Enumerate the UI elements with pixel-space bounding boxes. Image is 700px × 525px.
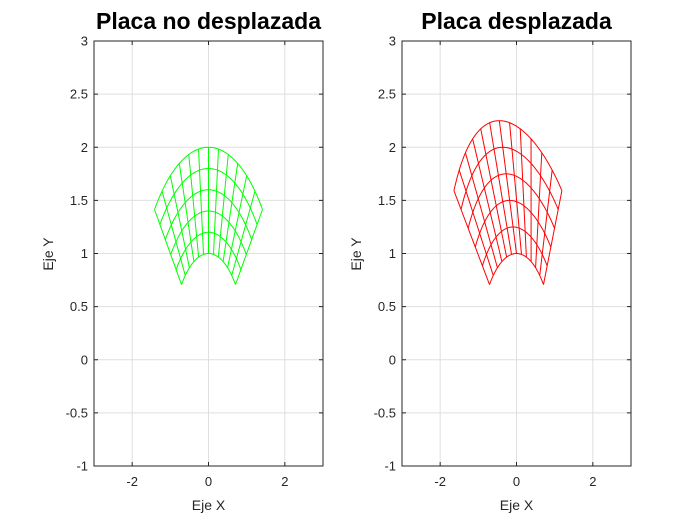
chart-title-left: Placa no desplazada: [96, 8, 321, 34]
x-axis-label-right: Eje X: [500, 497, 534, 513]
mesh-radial: [212, 149, 219, 255]
mesh-radial: [489, 122, 513, 255]
mesh-radial: [498, 120, 517, 254]
chart-title-right: Placa desplazada: [421, 8, 612, 34]
x-tick-label: -2: [434, 474, 446, 489]
mesh-radial: [535, 152, 543, 268]
mesh-radial: [509, 122, 522, 255]
subplot-right: -1 -0.5 0 0.5 1 1.5 2 2.5 3 -2 0 2 Placa desplazada…: [348, 8, 632, 513]
mesh-radial: [188, 154, 200, 258]
mesh-radial: [480, 128, 508, 258]
mesh-radial: [231, 191, 256, 276]
mesh-radial: [519, 128, 527, 258]
x-tick-label: 2: [281, 474, 288, 489]
y-tick-label: 3: [389, 34, 396, 49]
x-tick-label: 0: [513, 474, 520, 489]
y-tick-label: -0.5: [66, 405, 88, 420]
subplot-left: -1 -0.5 0 0.5 1 1.5 2 2.5 3 -2 0 2 Placa no desplaz…: [40, 8, 324, 513]
y-axis-label-left: Eje Y: [40, 237, 56, 271]
ticks-left: -1 -0.5 0 0.5 1 1.5 2 2.5 3 -2 0 2: [66, 34, 323, 489]
y-tick-label: 1: [81, 246, 88, 261]
y-tick-label: 0: [81, 352, 88, 367]
mesh-radial: [222, 163, 239, 262]
mesh-displaced: [453, 120, 563, 285]
x-tick-label: -2: [126, 474, 138, 489]
y-tick-label: 0: [389, 352, 396, 367]
ticks-right: -1 -0.5 0 0.5 1 1.5 2 2.5 3 -2 0 2: [374, 34, 631, 489]
y-tick-label: -0.5: [374, 405, 396, 420]
mesh-radial: [169, 175, 190, 268]
y-axis-label-right: Eje Y: [348, 237, 364, 271]
y-tick-label: 2.5: [70, 87, 88, 102]
mesh-radial: [464, 152, 498, 268]
mesh-radial: [227, 175, 248, 268]
y-tick-label: 0.5: [378, 299, 396, 314]
mesh-radial: [539, 170, 553, 276]
mesh-undisplaced: [154, 146, 263, 285]
mesh-arc: [467, 173, 555, 229]
mesh-radial: [217, 154, 229, 258]
mesh-radial: [472, 138, 503, 262]
y-tick-label: 1.5: [378, 193, 396, 208]
y-tick-label: -1: [76, 459, 88, 474]
mesh-radial: [458, 169, 494, 276]
x-axis-label-left: Eje X: [192, 497, 226, 513]
x-tick-label: 0: [205, 474, 212, 489]
y-tick-label: 1.5: [70, 193, 88, 208]
y-tick-label: 0.5: [70, 299, 88, 314]
mesh-radial: [542, 190, 563, 285]
mesh-radial: [453, 190, 490, 285]
y-tick-label: 2.5: [378, 87, 396, 102]
y-tick-label: -1: [384, 459, 396, 474]
mesh-radial: [154, 209, 182, 285]
x-tick-label: 2: [589, 474, 596, 489]
y-tick-label: 2: [81, 140, 88, 155]
y-tick-label: 2: [389, 140, 396, 155]
mesh-radial: [198, 149, 205, 255]
mesh-radial: [161, 191, 186, 276]
y-tick-label: 1: [389, 246, 396, 261]
mesh-radial: [178, 163, 195, 262]
y-tick-label: 3: [81, 34, 88, 49]
mesh-radial: [235, 209, 263, 285]
